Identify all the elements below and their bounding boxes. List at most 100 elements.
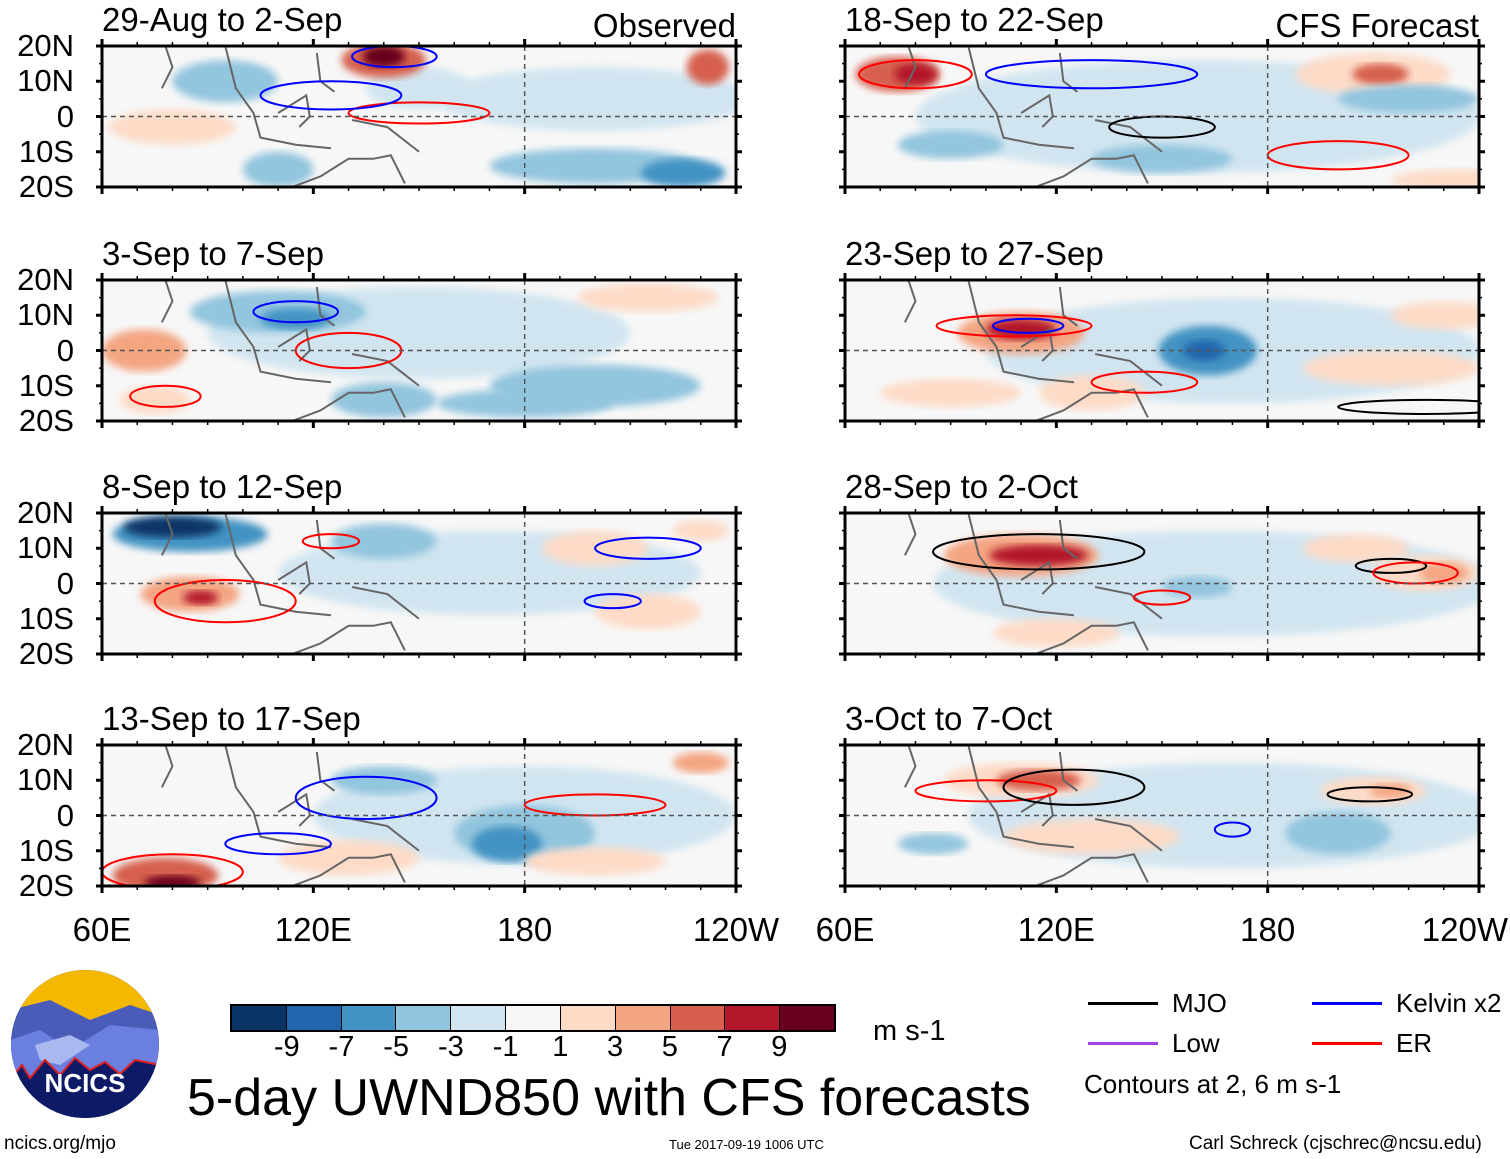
anomaly-region xyxy=(1338,84,1479,113)
map-panel xyxy=(96,506,742,661)
anomaly-region xyxy=(330,766,437,795)
wave-contour xyxy=(351,46,438,69)
anomaly-region xyxy=(123,516,222,538)
anomaly-region xyxy=(172,60,279,103)
lat-label: 10S xyxy=(18,600,74,636)
wave-contour xyxy=(252,300,339,324)
lat-label: 20N xyxy=(17,262,74,297)
lon-label: 120W xyxy=(1421,911,1508,948)
anomaly-region xyxy=(1352,63,1409,85)
anomaly-region xyxy=(640,158,726,187)
map-panel xyxy=(839,738,1485,893)
anomaly-region xyxy=(362,46,405,68)
colorbar-tick-label: 7 xyxy=(716,1031,733,1063)
anomaly-region xyxy=(1390,169,1479,187)
anomaly-region xyxy=(672,520,729,542)
panel-title: 23-Sep to 27-Sep xyxy=(845,235,1104,272)
coastline xyxy=(903,280,1163,421)
wave-contour xyxy=(858,59,973,90)
anomaly-region xyxy=(471,826,543,862)
field xyxy=(102,745,736,886)
coastline xyxy=(903,513,1163,654)
wave-contour xyxy=(102,853,244,886)
wave-contour xyxy=(1132,589,1192,606)
timestamp: Tue 2017-09-19 1006 UTC xyxy=(669,1137,824,1152)
colorbar-tick-label: -7 xyxy=(328,1031,355,1063)
lat-label: 10S xyxy=(18,832,74,868)
colorbar-swatch xyxy=(669,1006,725,1030)
wave-contour xyxy=(347,101,491,125)
wave-contour xyxy=(984,59,1199,90)
legend-line-kelvin-x2 xyxy=(1312,1002,1382,1005)
site-link[interactable]: ncics.org/mjo xyxy=(4,1133,116,1154)
anomaly-region xyxy=(1302,350,1479,386)
lat-label: 0 xyxy=(56,797,74,833)
colorbar-swatch xyxy=(724,1006,780,1030)
field xyxy=(845,745,1479,886)
wave-contour xyxy=(594,536,702,560)
anomaly-region xyxy=(880,378,1022,407)
anomaly-region xyxy=(1419,562,1469,584)
map-panel xyxy=(839,506,1485,661)
anomaly-region xyxy=(436,67,736,131)
anomaly-region xyxy=(102,329,187,372)
lon-label: 60E xyxy=(815,911,875,948)
lon-label: 180 xyxy=(497,911,553,948)
anomaly-region xyxy=(595,594,701,630)
coastline xyxy=(903,46,1163,187)
lon-label: 180 xyxy=(1240,911,1296,948)
colorbar-swatch xyxy=(779,1006,834,1030)
colorbar xyxy=(230,1004,836,1032)
panel-source-label: CFS Forecast xyxy=(1275,7,1479,44)
lat-label: 10N xyxy=(17,530,74,566)
anomaly-region xyxy=(894,63,937,85)
wave-contour xyxy=(224,832,332,856)
lat-label: 20N xyxy=(17,727,74,762)
legend-label: ER xyxy=(1396,1028,1433,1058)
colorbar-swatch xyxy=(614,1006,670,1030)
wave-contour xyxy=(1354,557,1428,574)
wave-contour xyxy=(583,593,642,610)
wave-contour xyxy=(991,317,1065,334)
lon-label: 60E xyxy=(72,911,132,948)
colorbar-tick-label: 9 xyxy=(771,1031,788,1063)
wave-contour xyxy=(301,533,361,550)
panel-title: 13-Sep to 17-Sep xyxy=(102,700,361,737)
legend-line-low xyxy=(1088,1042,1158,1045)
wave-contour xyxy=(932,533,1146,571)
wave-contour xyxy=(914,779,1058,803)
map-panel xyxy=(96,39,742,194)
panel-title: 29-Aug to 2-Sep xyxy=(102,1,343,38)
legend-label: Kelvin x2 xyxy=(1396,988,1502,1018)
anomaly-region xyxy=(1162,576,1233,598)
anomaly-region xyxy=(119,385,191,414)
anomaly-region xyxy=(1003,819,1180,855)
field xyxy=(845,280,1479,421)
wave-contour xyxy=(129,384,202,408)
lat-label: 0 xyxy=(56,98,74,134)
anomaly-region xyxy=(989,544,1089,566)
field xyxy=(102,280,736,421)
anomaly-region xyxy=(330,382,437,418)
anomaly-region xyxy=(109,109,236,145)
lat-label: 20N xyxy=(17,495,74,530)
panel-source-label: Observed xyxy=(592,7,736,44)
lon-label: 120W xyxy=(692,911,780,948)
colorbar-tick-label: 3 xyxy=(607,1031,624,1063)
lat-label: 10N xyxy=(17,762,74,798)
anomaly-region xyxy=(985,318,1057,340)
lat-label: 0 xyxy=(56,332,74,368)
colorbar-tick-label: 1 xyxy=(552,1031,569,1063)
wave-contour xyxy=(1337,398,1479,415)
panel-title: 8-Sep to 12-Sep xyxy=(102,468,343,505)
anomaly-region xyxy=(1285,811,1391,855)
colorbar-swatch xyxy=(395,1006,451,1030)
wave-contour xyxy=(1002,768,1146,806)
lon-label: 120E xyxy=(274,911,352,948)
anomaly-region xyxy=(897,130,1004,159)
lat-label: 20S xyxy=(18,403,74,438)
legend-note: Contours at 2, 6 m s-1 xyxy=(1084,1069,1342,1099)
anomaly-region xyxy=(996,769,1081,791)
map-panel xyxy=(839,273,1485,428)
map-panel xyxy=(839,39,1485,194)
